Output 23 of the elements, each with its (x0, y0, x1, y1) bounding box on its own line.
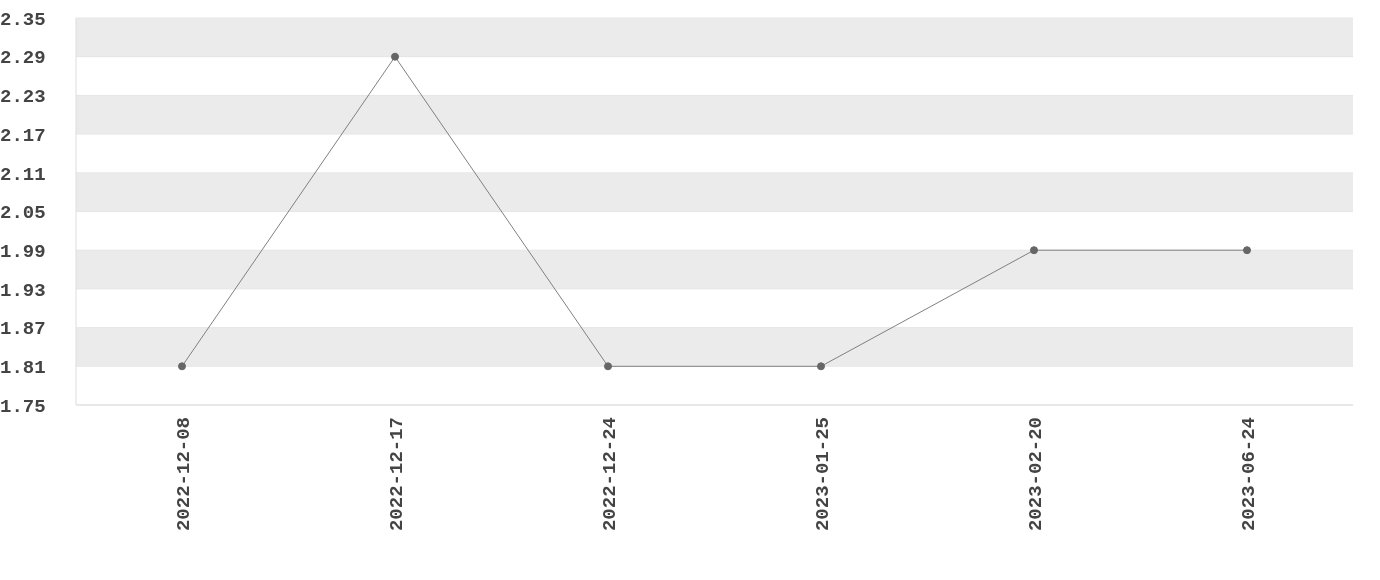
point (391, 52, 399, 61)
y-tick-label: 2.29 (0, 47, 46, 70)
y-tick-label: 1.87 (0, 318, 46, 341)
point (817, 362, 825, 371)
y-tick-label: 2.23 (0, 86, 46, 109)
point (1030, 246, 1038, 255)
x-tick-label: 2023-02-20 (1025, 417, 1048, 532)
y-tick-label: 1.99 (0, 240, 46, 263)
y-tick-label: 1.93 (0, 279, 46, 302)
y-tick-label: 2.17 (0, 124, 46, 147)
point (178, 362, 186, 371)
y-tick-label: 2.11 (0, 163, 46, 186)
x-tick-label: 2023-06-24 (1238, 417, 1261, 532)
x-tick-label: 2022-12-17 (386, 417, 409, 532)
y-tick-label: 2.05 (0, 202, 46, 225)
point (1243, 246, 1251, 255)
y-tick-label: 1.75 (0, 395, 46, 418)
point (604, 362, 612, 371)
y-tick-label: 2.35 (0, 8, 46, 31)
x-tick-label: 2022-12-08 (173, 417, 196, 532)
y-tick-label: 1.81 (0, 357, 46, 380)
x-tick-label: 2023-01-25 (812, 417, 835, 532)
x-tick-label: 2022-12-24 (599, 417, 622, 532)
